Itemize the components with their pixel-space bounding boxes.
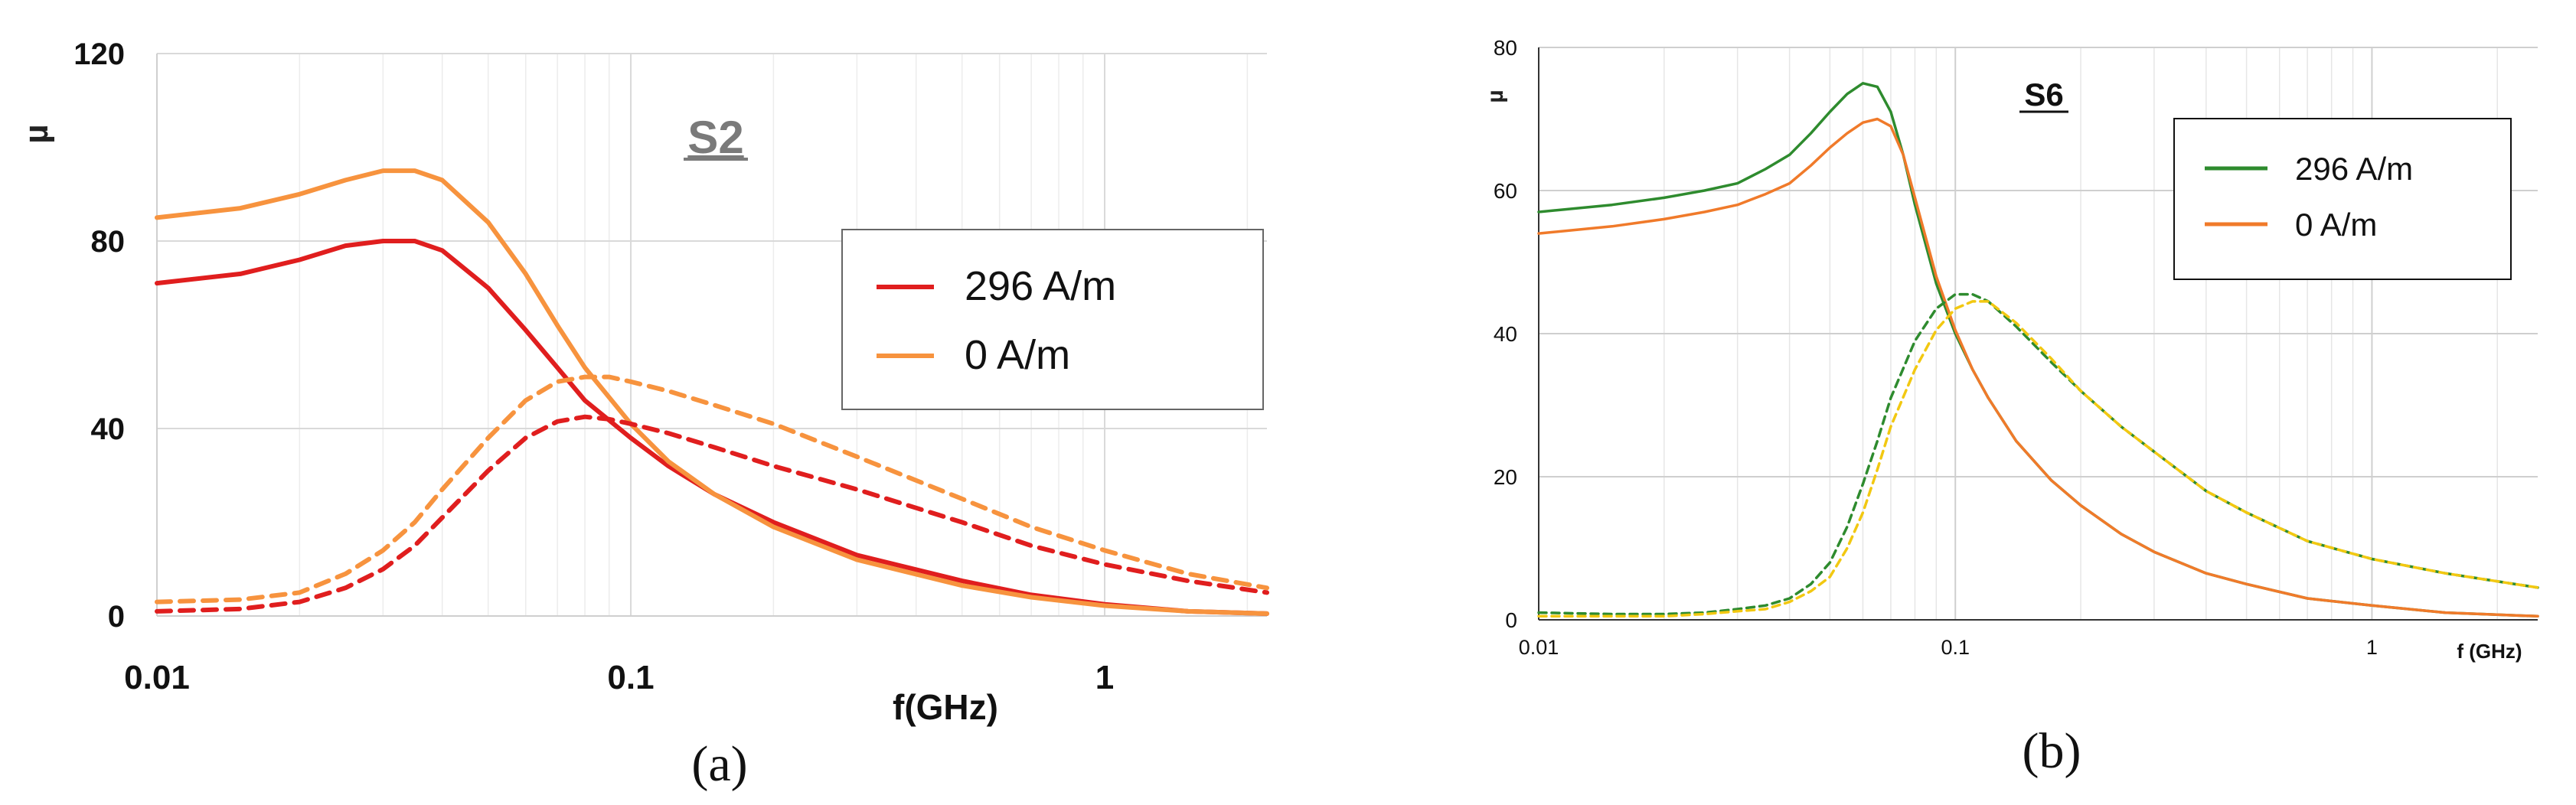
series-line-a-3 — [155, 374, 1269, 605]
tick-labels-b: 0.01 0.1 1 0 20 40 60 80 — [1494, 36, 2378, 659]
legend-box-b — [2173, 118, 2512, 280]
y-tick-label: 80 — [1494, 36, 1517, 60]
x-tick-label: 1 — [2366, 636, 2378, 659]
chart-title-b: S6 — [2024, 77, 2063, 112]
legend-label-0-b: 0 A/m — [2295, 207, 2377, 243]
x-tick-label: 1 — [1095, 659, 1114, 696]
y-tick-label: 20 — [1494, 465, 1517, 489]
series-lines-a — [155, 168, 1269, 616]
x-tick-label: 0.01 — [1519, 636, 1559, 659]
x-tick-label: 0.01 — [124, 659, 190, 696]
series-line-a-2 — [155, 414, 1269, 614]
series-line-b-1 — [1537, 117, 2539, 618]
legend-label-296-a: 296 A/m — [965, 263, 1116, 309]
chart-title-a: S2 — [687, 112, 743, 163]
legend-a: 296 A/m 0 A/m — [841, 229, 1264, 410]
legend-box-a — [841, 229, 1264, 410]
legend-label-296-b: 296 A/m — [2295, 151, 2413, 187]
legend-label-0-a: 0 A/m — [965, 332, 1070, 378]
y-tick-label: 120 — [73, 37, 125, 71]
y-tick-label: 60 — [1494, 179, 1517, 203]
y-tick-label: 0 — [1505, 608, 1517, 632]
tick-labels-a: 0.01 0.1 1 0 40 80 120 — [73, 37, 1114, 696]
y-axis-label-a: µ — [18, 124, 55, 143]
caption-b: (b) — [2023, 723, 2081, 779]
y-tick-label: 0 — [108, 600, 125, 634]
y-tick-label: 40 — [91, 412, 126, 446]
series-line-a-0 — [155, 239, 1269, 616]
y-axis-label-b: µ — [1483, 90, 1508, 103]
series-lines-b — [1537, 82, 2539, 618]
caption-a: (a) — [691, 736, 747, 792]
x-tick-label: 0.1 — [1941, 636, 1970, 659]
chart-panel-a: 0.01 0.1 1 0 40 80 120 µ f(GHz) S2 296 A/m 0 A… — [18, 37, 1269, 792]
y-tick-label: 40 — [1494, 322, 1517, 346]
chart-panel-b: 0.01 0.1 1 0 20 40 60 80 µ f (GHz) S6 296 A/m 0… — [1483, 36, 2539, 779]
legend-b: 296 A/m 0 A/m — [2173, 118, 2512, 280]
x-tick-label: 0.1 — [607, 659, 654, 696]
series-line-b-3 — [1537, 300, 2539, 618]
series-line-a-1 — [155, 168, 1269, 616]
y-tick-label: 80 — [91, 225, 126, 259]
x-axis-label-b: f (GHz) — [2457, 640, 2522, 663]
x-axis-label-a: f(GHz) — [893, 687, 998, 727]
grid-b — [1538, 47, 2538, 621]
